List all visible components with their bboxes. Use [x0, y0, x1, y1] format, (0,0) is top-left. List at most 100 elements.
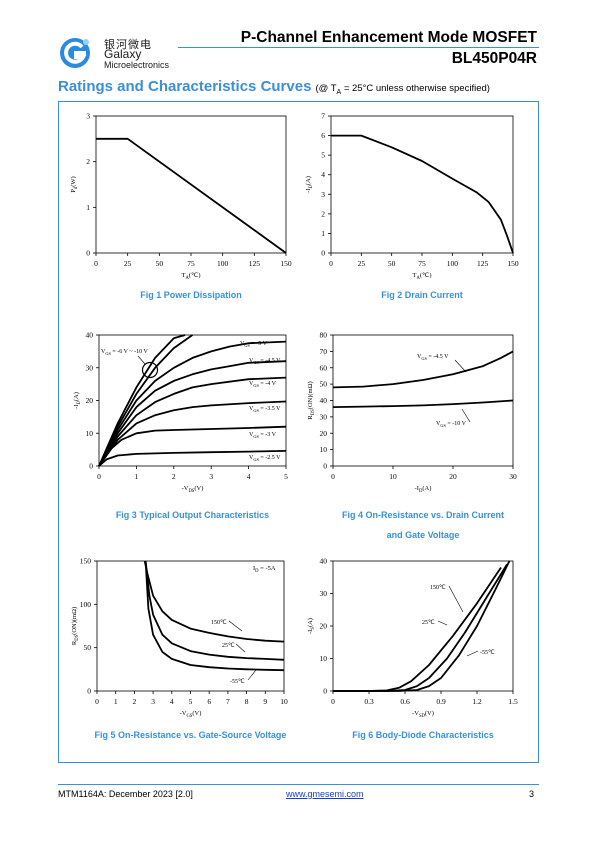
series-label: VGS = -3 V: [249, 432, 277, 439]
footer-doc-id: MTM1164A: December 2023 [2.0]: [58, 789, 193, 799]
x-tick-label: 1.2: [472, 697, 482, 706]
y-tick-label: 70: [320, 347, 328, 356]
chart-2: 0 25 50 75 100 125 150 0 1 2 3 4 5 6 7 TA(℃) -ID(A) Fig 2…: [305, 112, 519, 301]
y-tick-label: 6: [321, 131, 325, 140]
series-line-8: [98, 450, 287, 467]
series-line-3: [98, 340, 287, 467]
x-tick-label: 5: [284, 472, 288, 481]
y-tick-label: 0: [321, 249, 325, 258]
annotation-vgs-range: VGS = -6 V ~ -10 V: [101, 349, 148, 356]
x-tick-label: 0: [329, 259, 333, 268]
y-axis-label: Pd(W): [70, 176, 79, 192]
y-tick-label: 7: [321, 112, 325, 121]
x-axis-label: -VSD(V): [412, 710, 434, 719]
x-tick-label: 10: [280, 697, 288, 706]
x-axis-label: TA(℃): [182, 272, 201, 281]
figure-caption: Fig 3 Typical Output Characteristics: [116, 510, 269, 520]
x-tick-label: 2: [133, 697, 137, 706]
series-line-6: [98, 400, 287, 467]
x-tick-label: 4: [247, 472, 251, 481]
series-label: VGS = -10 V: [436, 421, 467, 428]
leader-line: [466, 650, 479, 657]
y-tick-label: 0: [87, 687, 91, 696]
series-line-1: [98, 334, 186, 467]
x-tick-label: 4: [170, 697, 174, 706]
x-tick-label: 3: [209, 472, 213, 481]
leader-line: [437, 620, 448, 626]
x-tick-label: 0: [97, 472, 101, 481]
x-axis-label: -VDS(V): [182, 485, 204, 494]
x-tick-label: 0: [331, 472, 335, 481]
series-label: 150℃: [430, 585, 446, 591]
x-tick-label: 7: [226, 697, 230, 706]
figure-caption: Fig 2 Drain Current: [381, 290, 463, 300]
figure-caption: Fig 6 Body-Diode Characteristics: [352, 730, 494, 740]
y-tick-label: 30: [86, 363, 94, 372]
series-label: -55℃: [480, 650, 495, 656]
y-tick-label: 30: [320, 412, 328, 421]
y-tick-label: 50: [84, 643, 92, 652]
x-tick-label: 3: [151, 697, 155, 706]
header-rule: [178, 47, 539, 48]
y-tick-label: 4: [321, 170, 325, 179]
x-axis-label: -ID(A): [415, 485, 432, 494]
leader-line: [247, 669, 257, 681]
series-label: 150℃: [211, 620, 227, 626]
series-label: 25℃: [422, 620, 435, 626]
series-line-4: [98, 360, 287, 467]
x-tick-label: 0.6: [400, 697, 410, 706]
chart-1: 0 25 50 75 100 125 150 0 1 2 3 TA(℃) Pd(W) Fig 1 Powe…: [70, 112, 292, 301]
x-tick-label: 50: [156, 259, 164, 268]
y-tick-label: 100: [80, 600, 92, 609]
y-tick-label: 1: [321, 229, 325, 238]
series-line-5: [98, 376, 287, 467]
leader-line: [137, 355, 146, 365]
series-line-7: [98, 425, 287, 467]
galaxy-logo-icon: [60, 38, 90, 68]
chart-4: 0 10 20 30 0 10 20 30 40 50 60 70 80 -ID(A) RDS(ON)(mΩ…: [307, 331, 517, 541]
figure-caption-line2: and Gate Voltage: [387, 530, 460, 540]
section-heading: Ratings and Characteristics Curves (@ TA…: [58, 78, 490, 96]
figure-caption: Fig 4 On-Resistance vs. Drain Current: [342, 510, 504, 520]
x-tick-label: 25: [124, 259, 132, 268]
x-tick-label: 50: [388, 259, 396, 268]
y-tick-label: 0: [89, 462, 93, 471]
y-tick-label: 2: [321, 209, 325, 218]
y-tick-label: 10: [320, 654, 328, 663]
y-tick-label: 20: [320, 429, 328, 438]
x-tick-label: 100: [217, 259, 229, 268]
series-line-2: [98, 334, 194, 467]
figure-caption: Fig 1 Power Dissipation: [140, 290, 242, 300]
x-tick-label: 8: [245, 697, 249, 706]
plot-area: [332, 334, 514, 467]
leader-line: [235, 643, 246, 653]
x-tick-label: 0: [94, 259, 98, 268]
note-prefix: (@ T: [315, 83, 337, 94]
x-tick-label: 6: [207, 697, 211, 706]
leader-line: [454, 359, 467, 373]
x-tick-label: 1: [114, 697, 118, 706]
highlight-circle: [141, 361, 159, 379]
series-label: VGS = -3.5 V: [249, 406, 281, 413]
y-tick-label: 50: [320, 380, 328, 389]
footer-rule: [58, 784, 539, 785]
y-tick-label: 20: [86, 396, 94, 405]
series-line-1: [331, 134, 514, 254]
logo-name-galaxy: Galaxy: [104, 47, 142, 61]
footer-page-number: 3: [529, 789, 535, 799]
logo-chinese-name: 银河微电: [104, 38, 152, 51]
footer-website-link[interactable]: www.gmesemi.com: [286, 789, 364, 799]
x-tick-label: 1: [135, 472, 139, 481]
series-line-2: [144, 560, 285, 661]
note-sub: A: [336, 88, 342, 96]
x-tick-label: 75: [418, 259, 426, 268]
y-tick-label: 150: [80, 557, 92, 566]
x-tick-label: 125: [477, 259, 489, 268]
y-axis-label: RDS(ON)(mΩ): [71, 607, 80, 645]
chart-3: 0 1 2 3 4 5 0 10 20 30 40 -VDS(V) -ID(A) VGS = -5 V VG…: [73, 331, 288, 521]
series-label: -55℃: [230, 679, 245, 685]
x-tick-label: 100: [447, 259, 459, 268]
series-label: 25℃: [222, 643, 235, 649]
y-tick-label: 40: [86, 331, 94, 340]
annotation-id: ID = -5A: [253, 565, 276, 574]
